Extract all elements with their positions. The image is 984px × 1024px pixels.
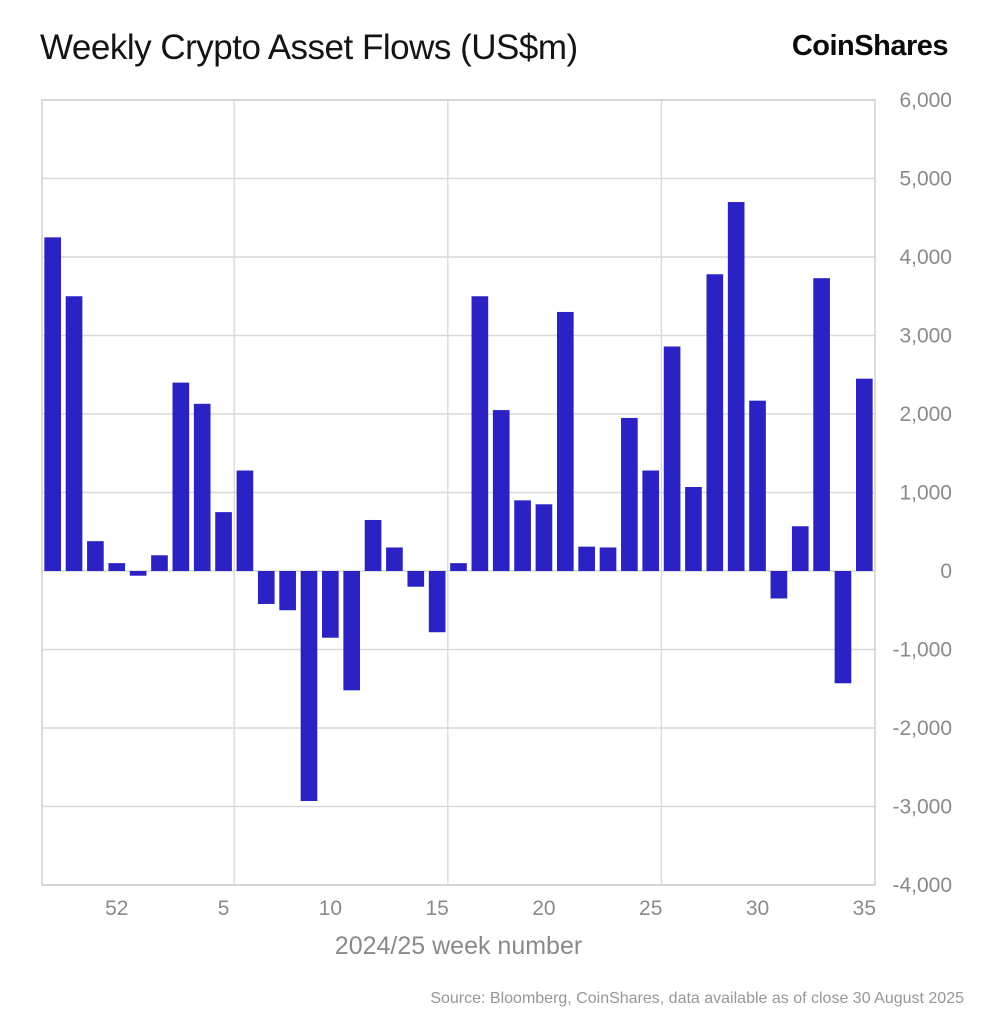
bar-week-23 xyxy=(599,547,617,571)
bar-week-15 xyxy=(428,571,446,633)
bar-week-17 xyxy=(471,296,489,571)
bar-week-5 xyxy=(215,512,232,571)
bar-week-22 xyxy=(578,546,595,571)
bar-week-8 xyxy=(279,571,296,611)
bar-week-21 xyxy=(556,311,574,571)
x-axis-title: 2024/25 week number xyxy=(334,932,583,960)
y-tick-label: -4,000 xyxy=(892,874,952,897)
y-tick-label: -3,000 xyxy=(892,796,952,819)
bar-week-2 xyxy=(151,555,168,571)
y-tick-label: 4,000 xyxy=(899,246,952,269)
bar-week-24 xyxy=(621,417,638,571)
y-tick-label: 6,000 xyxy=(899,89,952,112)
chart-title: Weekly Crypto Asset Flows (US$m) xyxy=(40,28,578,67)
x-tick-label: 15 xyxy=(425,897,448,920)
bar-week-25 xyxy=(642,470,660,571)
bar-week-35 xyxy=(855,378,873,571)
bar-week-28 xyxy=(706,274,724,571)
y-tick-label: 0 xyxy=(940,560,952,583)
bar-week-51 xyxy=(87,541,104,571)
bar-week-3 xyxy=(172,382,190,571)
bar-week-11 xyxy=(343,571,361,691)
y-tick-label: -1,000 xyxy=(892,639,952,662)
bar-week-31 xyxy=(770,571,788,599)
bar-week-10 xyxy=(322,571,339,638)
bar-week-6 xyxy=(236,470,254,571)
y-tick-label: 1,000 xyxy=(899,482,952,505)
bar-week-20 xyxy=(535,504,553,571)
y-tick-label: 2,000 xyxy=(899,403,952,426)
y-tick-label: 3,000 xyxy=(899,325,952,348)
x-tick-label: 52 xyxy=(105,897,128,920)
x-tick-label: 35 xyxy=(853,897,876,920)
bar-week-49 xyxy=(44,237,62,571)
y-tick-label: 5,000 xyxy=(899,168,952,191)
bar-week-4 xyxy=(193,403,211,571)
bar-week-52 xyxy=(108,563,126,571)
coinshares-logo: CoinShares xyxy=(791,30,949,62)
bar-week-12 xyxy=(364,519,382,571)
bar-week-19 xyxy=(514,500,531,571)
bar-week-9 xyxy=(300,571,318,802)
bar-week-33 xyxy=(813,278,830,571)
plot-border xyxy=(41,99,876,886)
bar-week-34 xyxy=(834,571,852,684)
x-tick-label: 20 xyxy=(532,897,555,920)
bar-week-18 xyxy=(492,410,510,571)
bar-week-14 xyxy=(407,571,425,587)
bar-week-7 xyxy=(257,571,275,604)
y-tick-label: -2,000 xyxy=(892,717,952,740)
x-tick-label: 25 xyxy=(639,897,662,920)
bar-week-16 xyxy=(450,563,467,571)
bar-week-50 xyxy=(65,296,83,571)
x-tick-label: 5 xyxy=(218,897,230,920)
x-tick-label: 10 xyxy=(319,897,342,920)
bar-week-13 xyxy=(386,547,403,571)
bar-week-32 xyxy=(791,526,809,571)
bar-week-1 xyxy=(129,571,147,576)
bar-week-29 xyxy=(727,202,745,572)
bar-week-27 xyxy=(685,487,702,571)
source-note: Source: Bloomberg, CoinShares, data avai… xyxy=(430,990,964,1007)
x-tick-label: 30 xyxy=(746,897,769,920)
bar-week-30 xyxy=(749,400,766,571)
bar-week-26 xyxy=(663,346,681,571)
